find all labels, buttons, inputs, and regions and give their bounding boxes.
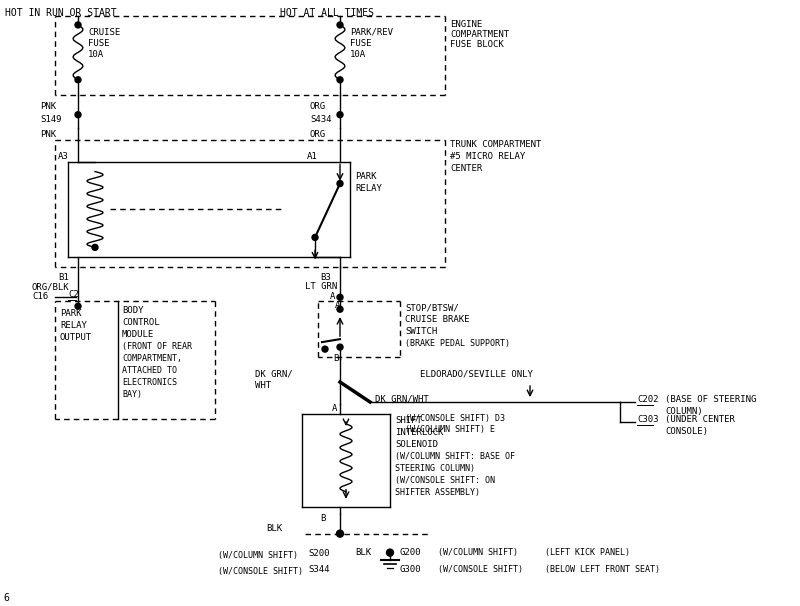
Text: (W/CONSOLE SHIFT): (W/CONSOLE SHIFT) (438, 565, 523, 573)
Text: BODY: BODY (122, 306, 143, 315)
Text: S344: S344 (308, 565, 330, 573)
Text: A: A (335, 301, 340, 310)
Circle shape (337, 295, 343, 300)
Circle shape (386, 549, 394, 556)
Text: C303: C303 (637, 415, 658, 424)
Text: FUSE: FUSE (88, 39, 110, 48)
Circle shape (92, 244, 98, 250)
Text: A1: A1 (307, 152, 318, 161)
Text: CRUISE: CRUISE (88, 28, 120, 37)
Text: PARK: PARK (60, 309, 82, 318)
Text: C202: C202 (637, 395, 658, 404)
Circle shape (337, 112, 343, 118)
Text: PARK/REV: PARK/REV (350, 28, 393, 37)
Text: TRUNK COMPARTMENT: TRUNK COMPARTMENT (450, 139, 542, 148)
Text: LT GRN: LT GRN (305, 282, 338, 291)
Circle shape (75, 77, 81, 83)
Text: S434: S434 (310, 115, 331, 124)
Text: ORG: ORG (310, 130, 326, 139)
Text: (BRAKE PEDAL SUPPORT): (BRAKE PEDAL SUPPORT) (405, 339, 510, 348)
Text: STEERING COLUMN): STEERING COLUMN) (395, 464, 475, 473)
Text: (W/CONSOLE SHIFT: ON: (W/CONSOLE SHIFT: ON (395, 476, 495, 485)
Text: A: A (332, 404, 338, 413)
Text: CENTER: CENTER (450, 164, 482, 173)
Text: G200: G200 (400, 548, 422, 557)
Text: HOT AT ALL TIMES: HOT AT ALL TIMES (280, 8, 374, 18)
Text: (W/COLUMN SHIFT) E: (W/COLUMN SHIFT) E (405, 425, 495, 434)
Text: (FRONT OF REAR: (FRONT OF REAR (122, 342, 192, 351)
Text: (UNDER CENTER: (UNDER CENTER (665, 415, 735, 424)
Text: #5 MICRO RELAY: #5 MICRO RELAY (450, 152, 526, 161)
Text: S149: S149 (40, 115, 62, 124)
Text: A3: A3 (58, 152, 69, 161)
Text: B: B (333, 354, 338, 363)
Text: RELAY: RELAY (355, 184, 382, 193)
Circle shape (75, 112, 81, 118)
Circle shape (337, 344, 343, 350)
Text: 10A: 10A (350, 50, 366, 59)
Text: S200: S200 (308, 548, 330, 558)
Text: ENGINE: ENGINE (450, 20, 482, 29)
Text: BAY): BAY) (122, 390, 142, 399)
Text: ORG: ORG (310, 102, 326, 111)
Text: STOP/BTSW/: STOP/BTSW/ (405, 303, 458, 312)
Text: PNK: PNK (40, 130, 56, 139)
Text: ATTACHED TO: ATTACHED TO (122, 366, 177, 375)
Text: COMPARTMENT: COMPARTMENT (450, 30, 509, 39)
Text: SHIFT: SHIFT (395, 416, 422, 425)
Text: COMPARTMENT,: COMPARTMENT, (122, 354, 182, 363)
Text: MODULE: MODULE (122, 330, 154, 339)
Text: SHIFTER ASSEMBLY): SHIFTER ASSEMBLY) (395, 488, 480, 497)
Text: (W/CONSOLE SHIFT): (W/CONSOLE SHIFT) (218, 567, 303, 576)
Text: ELDORADO/SEVILLE ONLY: ELDORADO/SEVILLE ONLY (420, 369, 533, 378)
Text: (LEFT KICK PANEL): (LEFT KICK PANEL) (545, 548, 630, 557)
Text: CONTROL: CONTROL (122, 318, 160, 327)
Text: HOT IN RUN OR START: HOT IN RUN OR START (5, 8, 117, 18)
Text: B3: B3 (320, 273, 330, 282)
Text: C16: C16 (32, 292, 48, 301)
Circle shape (312, 235, 318, 241)
Circle shape (337, 181, 343, 187)
Text: BLK: BLK (355, 548, 371, 557)
Circle shape (337, 22, 343, 28)
Text: 10A: 10A (88, 50, 104, 59)
Text: 6: 6 (3, 593, 9, 604)
Text: A: A (330, 292, 335, 301)
Text: (BELOW LEFT FRONT SEAT): (BELOW LEFT FRONT SEAT) (545, 565, 660, 573)
Circle shape (75, 22, 81, 28)
Circle shape (337, 530, 343, 537)
Text: (W/COLUMN SHIFT: BASE OF: (W/COLUMN SHIFT: BASE OF (395, 452, 515, 461)
Text: OUTPUT: OUTPUT (60, 333, 92, 342)
Text: PNK: PNK (40, 102, 56, 111)
Text: B1: B1 (58, 273, 69, 282)
Text: BLK: BLK (266, 524, 282, 533)
Circle shape (75, 303, 81, 309)
Text: SWITCH: SWITCH (405, 327, 438, 336)
Text: WHT: WHT (255, 381, 271, 390)
Text: (W/CONSOLE SHIFT) D3: (W/CONSOLE SHIFT) D3 (405, 414, 505, 423)
Text: DK GRN/: DK GRN/ (255, 369, 293, 378)
Text: SOLENOID: SOLENOID (395, 440, 438, 449)
Text: RELAY: RELAY (60, 321, 87, 330)
Circle shape (322, 346, 328, 352)
Text: FUSE BLOCK: FUSE BLOCK (450, 40, 504, 49)
Text: COLUMN): COLUMN) (665, 407, 702, 416)
Text: ORG/BLK: ORG/BLK (32, 282, 70, 291)
Text: PARK: PARK (355, 171, 377, 181)
Text: CRUISE BRAKE: CRUISE BRAKE (405, 315, 470, 324)
Text: (W/COLUMN SHIFT): (W/COLUMN SHIFT) (438, 548, 518, 557)
Text: B: B (320, 514, 326, 523)
Text: (W/COLUMN SHIFT): (W/COLUMN SHIFT) (218, 551, 298, 559)
Circle shape (337, 306, 343, 312)
Text: C2: C2 (68, 290, 78, 299)
Circle shape (337, 77, 343, 83)
Text: DK GRN/WHT: DK GRN/WHT (375, 394, 429, 403)
Text: (BASE OF STEERING: (BASE OF STEERING (665, 395, 756, 404)
Text: FUSE: FUSE (350, 39, 371, 48)
Text: G300: G300 (400, 565, 422, 573)
Text: CONSOLE): CONSOLE) (665, 427, 708, 436)
Text: INTERLOCK: INTERLOCK (395, 428, 443, 437)
Text: ELECTRONICS: ELECTRONICS (122, 378, 177, 387)
